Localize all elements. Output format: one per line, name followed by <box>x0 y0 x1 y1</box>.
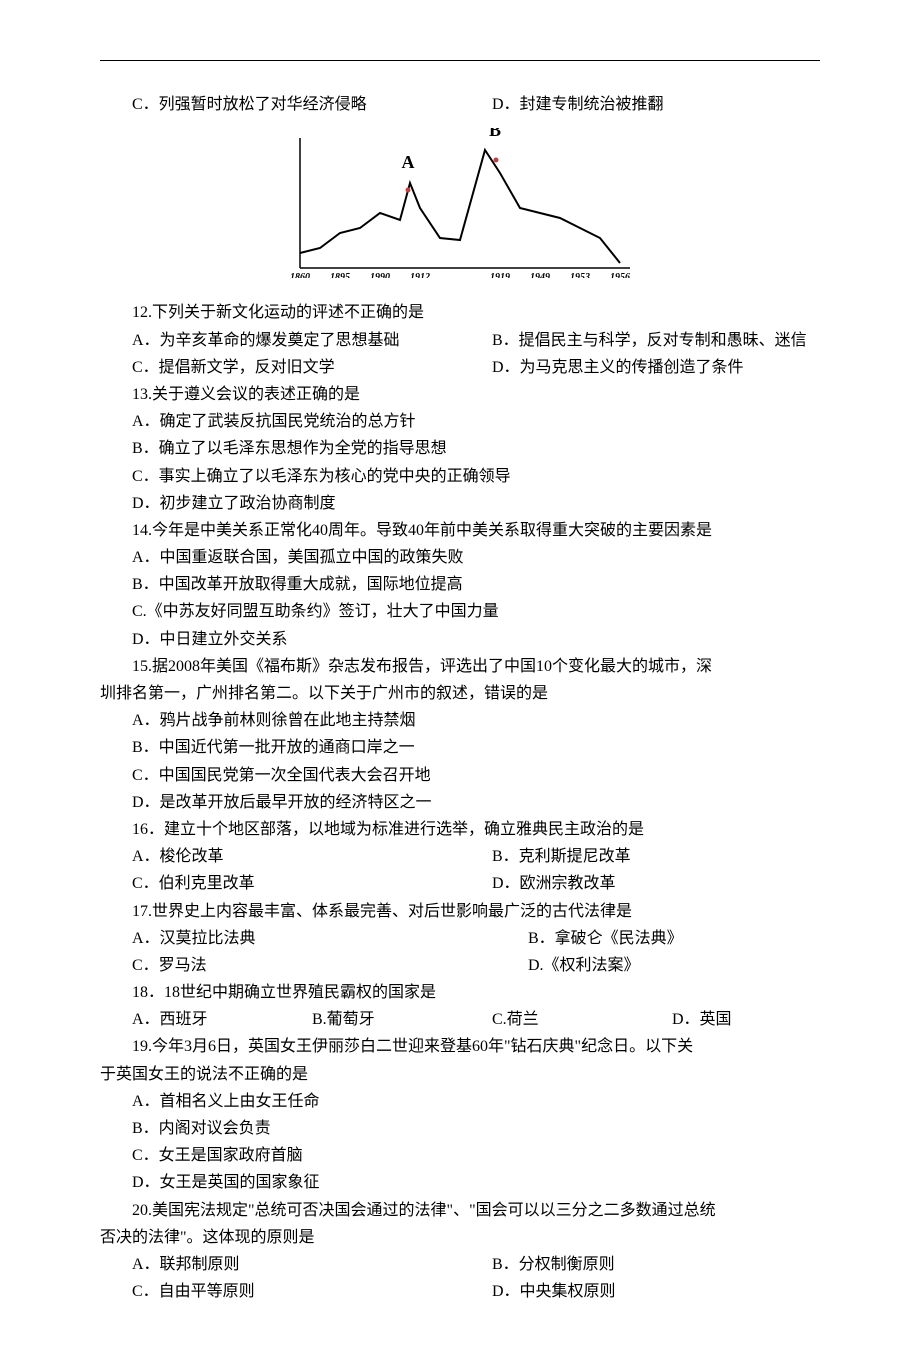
q18-opt-a: A．西班牙 <box>100 1006 280 1033</box>
svg-text:1895: 1895 <box>330 272 350 278</box>
q18-opt-c: C.荷兰 <box>460 1006 640 1033</box>
q12-opt-c: C．提倡新文学，反对旧文学 <box>100 354 460 381</box>
q17-opt-a: A．汉莫拉比法典 <box>100 925 496 952</box>
q18-opt-b: B.葡萄牙 <box>280 1006 460 1033</box>
q16-stem: 16．建立十个地区部落，以地域为标准进行选举，确立雅典民主政治的是 <box>100 816 820 843</box>
q11-options-cd: C．列强暂时放松了对华经济侵略 D．封建专制统治被推翻 <box>100 91 820 118</box>
q14-opt-c: C.《中苏友好同盟互助条约》签订，壮大了中国力量 <box>100 598 820 625</box>
q17-stem: 17.世界史上内容最丰富、体系最完善、对后世影响最广泛的古代法律是 <box>100 898 820 925</box>
q19-opt-b: B．内阁对议会负责 <box>100 1115 820 1142</box>
svg-text:1919: 1919 <box>490 272 510 278</box>
q13-opt-c: C．事实上确立了以毛泽东为核心的党中央的正确领导 <box>100 463 820 490</box>
q19-opt-d: D．女王是英国的国家象征 <box>100 1169 820 1196</box>
q12-opt-a: A．为辛亥革命的爆发奠定了思想基础 <box>100 327 460 354</box>
q19-stem-2: 于英国女王的说法不正确的是 <box>100 1061 820 1088</box>
q20-opt-c: C．自由平等原则 <box>100 1278 460 1305</box>
svg-text:1956: 1956 <box>610 272 630 278</box>
q18-stem: 18．18世纪中期确立世界殖民霸权的国家是 <box>100 979 820 1006</box>
q13-opt-a: A．确定了武装反抗国民党统治的总方针 <box>100 408 820 435</box>
q15-opt-a: A．鸦片战争前林则徐曾在此地主持禁烟 <box>100 707 820 734</box>
q14-opt-b: B．中国改革开放取得重大成就，国际地位提高 <box>100 571 820 598</box>
svg-text:1953: 1953 <box>570 272 590 278</box>
q17-opt-d: D.《权利法案》 <box>496 952 856 979</box>
q11-opt-d: D．封建专制统治被推翻 <box>460 91 820 118</box>
q12-opt-d: D．为马克思主义的传播创造了条件 <box>460 354 820 381</box>
q15-stem-1: 15.据2008年美国《福布斯》杂志发布报告，评选出了中国10个变化最大的城市，… <box>100 653 820 680</box>
q19-opt-c: C．女王是国家政府首脑 <box>100 1142 820 1169</box>
q18-options: A．西班牙 B.葡萄牙 C.荷兰 D．英国 <box>100 1006 820 1033</box>
q13-opt-d: D．初步建立了政治协商制度 <box>100 490 820 517</box>
q14-opt-a: A．中国重返联合国，美国孤立中国的政策失败 <box>100 544 820 571</box>
line-chart-svg: A B 1860 1895 1990 1912 1919 1949 1953 1956 <box>290 128 630 278</box>
svg-text:A: A <box>402 152 415 172</box>
q20-stem-1: 20.美国宪法规定"总统可否决国会通过的法律"、"国会可以以三分之二多数通过总统 <box>100 1197 820 1224</box>
line-chart: A B 1860 1895 1990 1912 1919 1949 1953 1956 <box>100 128 820 287</box>
q14-opt-d: D．中日建立外交关系 <box>100 626 820 653</box>
q20-row-cd: C．自由平等原则 D．中央集权原则 <box>100 1278 820 1305</box>
q15-opt-b: B．中国近代第一批开放的通商口岸之一 <box>100 734 820 761</box>
q19-opt-a: A．首相名义上由女王任命 <box>100 1088 820 1115</box>
q16-opt-c: C．伯利克里改革 <box>100 870 460 897</box>
header-divider <box>100 60 820 61</box>
q16-row-cd: C．伯利克里改革 D．欧洲宗教改革 <box>100 870 820 897</box>
q20-opt-d: D．中央集权原则 <box>460 1278 820 1305</box>
q17-row-cd: C．罗马法 D.《权利法案》 <box>100 952 820 979</box>
q20-stem-2: 否决的法律"。这体现的原则是 <box>100 1224 820 1251</box>
q15-stem-2: 圳排名第一，广州排名第二。以下关于广州市的叙述，错误的是 <box>100 680 820 707</box>
q18-opt-d: D．英国 <box>640 1006 820 1033</box>
q12-row-cd: C．提倡新文学，反对旧文学 D．为马克思主义的传播创造了条件 <box>100 354 820 381</box>
svg-text:1949: 1949 <box>530 272 550 278</box>
q19-stem-1: 19.今年3月6日，英国女王伊丽莎白二世迎来登基60年"钻石庆典"纪念日。以下关 <box>100 1033 820 1060</box>
q16-opt-a: A．梭伦改革 <box>100 843 460 870</box>
q17-row-ab: A．汉莫拉比法典 B．拿破仑《民法典》 <box>100 925 820 952</box>
svg-text:B: B <box>489 128 501 140</box>
svg-text:1990: 1990 <box>370 272 390 278</box>
q13-stem: 13.关于遵义会议的表述正确的是 <box>100 381 820 408</box>
svg-text:1860: 1860 <box>290 272 310 278</box>
q14-stem: 14.今年是中美关系正常化40周年。导致40年前中美关系取得重大突破的主要因素是 <box>100 517 820 544</box>
q20-opt-a: A．联邦制原则 <box>100 1251 460 1278</box>
q12-row-ab: A．为辛亥革命的爆发奠定了思想基础 B．提倡民主与科学，反对专制和愚昧、迷信 <box>100 327 820 354</box>
q16-opt-d: D．欧洲宗教改革 <box>460 870 820 897</box>
q11-opt-c: C．列强暂时放松了对华经济侵略 <box>100 91 460 118</box>
q15-opt-c: C．中国国民党第一次全国代表大会召开地 <box>100 762 820 789</box>
svg-text:1912: 1912 <box>410 272 430 278</box>
page-container: C．列强暂时放松了对华经济侵略 D．封建专制统治被推翻 A B 1860 1895 19… <box>0 0 920 1365</box>
q12-opt-b: B．提倡民主与科学，反对专制和愚昧、迷信 <box>460 327 820 354</box>
q12-stem: 12.下列关于新文化运动的评述不正确的是 <box>100 299 820 326</box>
q20-row-ab: A．联邦制原则 B．分权制衡原则 <box>100 1251 820 1278</box>
q16-opt-b: B．克利斯提尼改革 <box>460 843 820 870</box>
q15-opt-d: D．是改革开放后最早开放的经济特区之一 <box>100 789 820 816</box>
q13-opt-b: B．确立了以毛泽东思想作为全党的指导思想 <box>100 435 820 462</box>
q20-opt-b: B．分权制衡原则 <box>460 1251 820 1278</box>
q17-opt-c: C．罗马法 <box>100 952 496 979</box>
q17-opt-b: B．拿破仑《民法典》 <box>496 925 856 952</box>
q16-row-ab: A．梭伦改革 B．克利斯提尼改革 <box>100 843 820 870</box>
